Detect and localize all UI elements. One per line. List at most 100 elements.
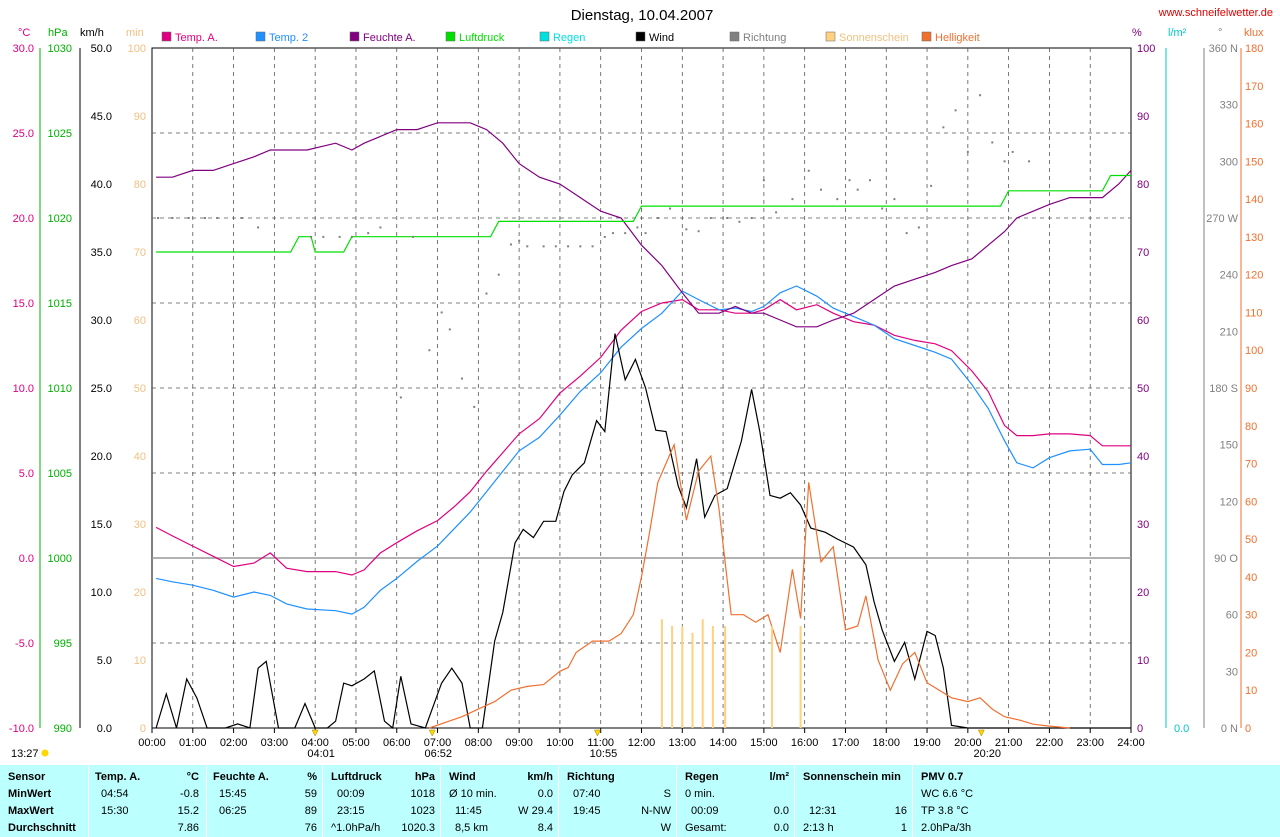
pressure-avg-value: 1020.3 (401, 822, 435, 834)
legend-swatch (161, 31, 172, 42)
direction-point (448, 328, 451, 331)
humidity-axis-tick: 30 (1137, 519, 1149, 531)
direction-point (157, 217, 160, 219)
series-temp-2 (155, 285, 1132, 615)
rain-unit: l/m² (1168, 27, 1187, 39)
legend-label: Richtung (743, 32, 786, 44)
direction-axis-tick: 210 (1220, 326, 1238, 338)
pressure-axis-tick: 1005 (48, 468, 72, 480)
direction-point (399, 396, 402, 399)
pressure-axis-tick: 1020 (48, 213, 72, 225)
humidity-axis-tick: 0 (1137, 723, 1143, 735)
legend-swatch (825, 31, 836, 42)
klux-axis-tick: 170 (1245, 81, 1263, 93)
direction-point (611, 232, 614, 235)
direction-point (848, 179, 851, 182)
legend-swatch (921, 31, 932, 42)
x-tick-label: 22:00 (1036, 737, 1064, 749)
direction-point (836, 198, 839, 201)
direction-point (1011, 150, 1014, 153)
temp-axis-tick: 10.0 (13, 383, 34, 395)
direction-point (656, 217, 659, 219)
stats-direction: Richtung 07:40 S 19:45 N-NW W (558, 765, 677, 837)
x-tick-label: 04:00 (301, 737, 329, 749)
direction-point (709, 217, 712, 219)
pressure-axis-tick: 1015 (48, 298, 72, 310)
wind-axis-tick: 45.0 (91, 111, 112, 123)
direction-point (257, 226, 260, 229)
klux-axis-tick: 100 (1245, 345, 1263, 357)
wind-max-value: W 29.4 (518, 805, 553, 817)
direction-point (473, 405, 476, 408)
humidity-axis-tick: 60 (1137, 315, 1149, 327)
temp-max-value: 15.2 (177, 805, 199, 817)
series-line (155, 298, 1131, 576)
series-sonnenschein (660, 619, 802, 728)
direction-point (310, 235, 313, 238)
legend-swatch (349, 31, 360, 42)
legend-item: Regen (539, 31, 585, 44)
direction-point (954, 109, 957, 112)
direction-point (509, 243, 512, 246)
statistics-table: Sensor MinWert MaxWert Durchschnitt Temp… (0, 765, 1280, 837)
direction-point (554, 245, 557, 248)
direction-point (905, 232, 908, 235)
sunmin-axis-tick: 20 (134, 587, 146, 599)
humidity-max-value: 89 (304, 805, 317, 817)
direction-max-time: 19:45 (573, 805, 601, 817)
wind-axis-tick: 40.0 (91, 179, 112, 191)
legend-label: Temp. 2 (269, 32, 308, 44)
series-luftdruck (156, 174, 1131, 253)
rain-total-label: Gesamt: (685, 822, 727, 834)
direction-point (579, 245, 582, 248)
klux-unit: klux (1244, 27, 1264, 39)
sunmin-axis-tick: 0 (140, 723, 146, 735)
stats-pressure-title: Luftdruck (331, 771, 382, 783)
direction-max-value: N-NW (641, 805, 671, 817)
sunmin-unit: min (126, 27, 144, 39)
direction-axis-tick: 360 N (1209, 43, 1238, 55)
legend-label: Temp. A. (175, 32, 218, 44)
klux-axis-tick: 80 (1245, 421, 1257, 433)
rain-max-value: 0.0 (773, 805, 789, 817)
chart-title: Dienstag, 10.04.2007 (571, 7, 714, 24)
direction-point (669, 207, 672, 210)
stats-rain-title: Regen (685, 771, 719, 783)
series-wind (155, 333, 1131, 730)
humidity-axis-tick: 80 (1137, 179, 1149, 191)
direction-point (485, 292, 488, 295)
direction-point (204, 217, 207, 219)
stats-humidity-title: Feuchte A. (213, 771, 269, 783)
direction-point (697, 230, 700, 233)
klux-axis-tick: 140 (1245, 194, 1263, 206)
klux-axis-tick: 20 (1245, 647, 1257, 659)
wind-axis-tick: 10.0 (91, 587, 112, 599)
sun-marker-label: 06:52 (424, 748, 452, 760)
direction-point (1028, 160, 1031, 163)
direction-point (624, 232, 627, 235)
site-url: www.schneifelwetter.de (1158, 7, 1273, 19)
x-tick-label: 10:00 (546, 737, 574, 749)
wind-axis-tick: 0.0 (97, 723, 112, 735)
temp-max-time: 15:30 (101, 805, 129, 817)
klux-axis-tick: 160 (1245, 119, 1263, 131)
series-line (155, 285, 1132, 615)
legend-label: Helligkeit (935, 32, 980, 44)
direction-point (542, 245, 545, 248)
direction-point (1003, 160, 1006, 163)
legend-item: Temp. 2 (255, 31, 308, 44)
x-tick-label: 00:00 (138, 737, 166, 749)
footer-time: 13:27 (11, 748, 39, 760)
pressure-min-value: 1018 (410, 788, 435, 800)
x-tick-label: 17:00 (832, 737, 860, 749)
stats-wind-unit: km/h (527, 771, 553, 783)
sun-total-hours: 2:13 h (803, 822, 834, 834)
direction-point (171, 217, 174, 219)
x-tick-label: 11:00 (587, 737, 614, 749)
direction-point (603, 235, 606, 238)
sunmin-axis-tick: 40 (134, 451, 146, 463)
direction-point (991, 141, 994, 144)
sun-marker-icon (428, 729, 436, 737)
direction-point (917, 226, 920, 229)
temp-axis-tick: -5.0 (15, 638, 34, 650)
